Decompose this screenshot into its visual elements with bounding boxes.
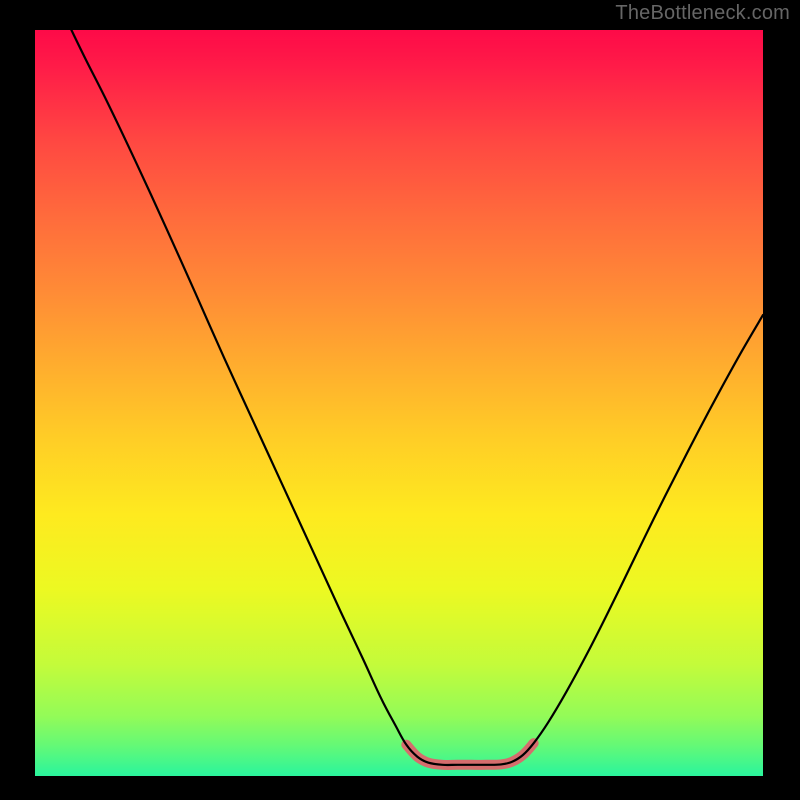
bottleneck-chart [0, 0, 800, 800]
watermark-text: TheBottleneck.com [615, 2, 790, 25]
plot-gradient-background [35, 30, 763, 776]
